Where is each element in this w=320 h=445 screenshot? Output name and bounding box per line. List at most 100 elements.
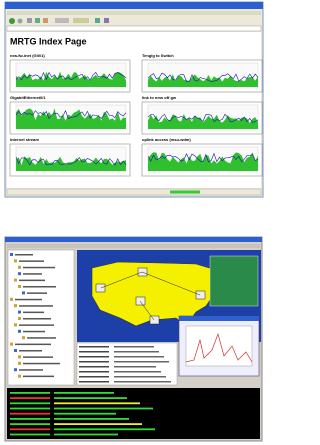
tree-label[interactable] [27,337,56,339]
properties-table [77,343,177,385]
tree-icon[interactable] [10,298,13,301]
status-bar [7,189,261,195]
console-text [10,428,50,430]
tree-label[interactable] [19,324,54,326]
panel-title[interactable]: link to nms off gw [142,95,177,100]
table-cell [114,381,171,383]
console-text [10,392,50,394]
tree-label[interactable] [23,318,51,320]
table-cell [79,361,109,363]
tree-label[interactable] [23,331,45,333]
tree-label[interactable] [19,260,44,262]
tree-label[interactable] [23,267,55,269]
tree-icon[interactable] [18,330,21,333]
table-cell [114,376,166,378]
tree-icon[interactable] [18,311,21,314]
tree-icon[interactable] [14,259,17,262]
history-button[interactable] [95,18,100,23]
panel-title[interactable]: Tengig to Switch [142,53,174,58]
tree-icon[interactable] [18,355,21,358]
tree-label[interactable] [23,356,53,358]
refresh-button[interactable] [35,18,40,23]
tree-label[interactable] [23,273,42,275]
console-text [10,418,50,420]
console-text [54,392,114,394]
tree-label[interactable] [27,292,47,294]
site-node[interactable] [150,316,159,324]
address-bar[interactable] [7,26,261,31]
table-cell [114,366,156,368]
table-cell [79,366,109,368]
tree-label[interactable] [23,363,60,365]
table-cell [114,351,159,353]
panel-title[interactable]: uplink access (msu-wdm) [142,137,191,142]
tree-label[interactable] [23,286,56,288]
screenshots: MRTG Index Page nea-fw-inet (Gi0/1) Tengi… [0,0,268,445]
tree-icon[interactable] [14,304,17,307]
tree-label[interactable] [23,376,54,378]
table-cell [114,361,169,363]
tree-icon[interactable] [14,323,17,326]
console-text [54,413,116,415]
panel-title[interactable]: GigabitEthernet0/1 [10,95,46,100]
tree-icon[interactable] [18,375,21,378]
site-node[interactable] [196,291,205,299]
panel-title[interactable]: internet stream [10,137,39,142]
popup-title-bar [179,316,259,321]
mail-button[interactable] [104,18,109,23]
console-text [54,397,127,399]
console-text [10,408,50,410]
menu-bar [7,11,261,15]
site-node[interactable] [96,284,105,292]
tree-label[interactable] [19,369,43,371]
page: MRTG Index Page nea-fw-inet (Gi0/1) Tengi… [0,0,320,445]
tree-icon[interactable] [18,272,21,275]
tree-icon[interactable] [14,368,17,371]
tree-label[interactable] [23,312,44,314]
table-cell [79,376,109,378]
title-bar [5,2,263,9]
forward-button[interactable] [18,19,23,24]
table-cell [79,371,109,373]
tree-label[interactable] [15,254,33,256]
stop-button[interactable] [27,18,32,23]
tree-icon[interactable] [18,362,21,365]
table-cell [79,346,109,348]
nms-title-bar [5,237,262,242]
tree-icon[interactable] [14,279,17,282]
console-text [54,423,142,425]
tree-label[interactable] [19,305,53,307]
tree-icon[interactable] [18,285,21,288]
nms-toolbar [7,244,260,248]
table-cell [114,371,161,373]
console-text [54,428,155,430]
tree-icon[interactable] [14,349,17,352]
console-text [10,413,50,415]
tree-icon[interactable] [18,317,21,320]
tree-icon[interactable] [10,253,13,256]
panel-title[interactable]: nea-fw-inet (Gi0/1) [10,53,45,58]
table-cell [79,381,109,383]
table-cell [114,356,164,358]
home-button[interactable] [43,18,48,23]
console-text [10,397,50,399]
tree-label[interactable] [19,350,42,352]
page-heading: MRTG Index Page [10,36,87,46]
tree-label[interactable] [19,280,45,282]
site-node[interactable] [136,297,145,305]
tree-label[interactable] [15,344,51,346]
tree-icon[interactable] [10,343,13,346]
console-text [54,408,153,410]
console-text [10,434,50,436]
back-button[interactable] [9,18,15,24]
console-text [54,434,118,436]
sub-map-window [210,256,258,306]
tree-icon[interactable] [18,266,21,269]
tree-icon[interactable] [22,291,25,294]
tree-icon[interactable] [22,336,25,339]
console-text [10,402,50,404]
favorites-button[interactable] [73,18,89,23]
search-button[interactable] [55,18,69,23]
table-cell [114,346,154,348]
tree-label[interactable] [15,299,42,301]
